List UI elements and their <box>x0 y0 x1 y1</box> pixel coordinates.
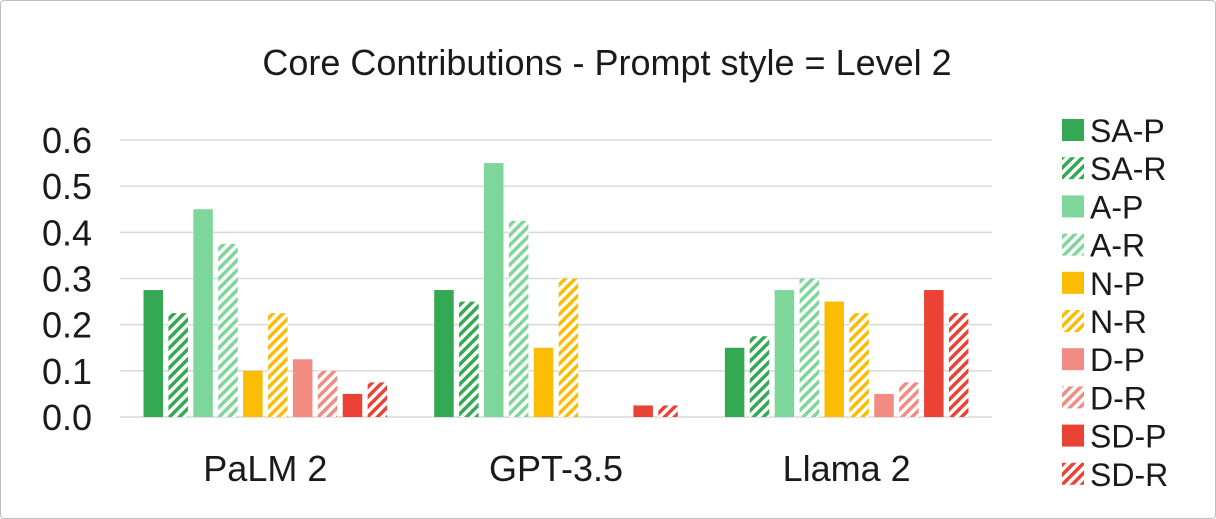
bar-gpt-3-5-sa-p <box>434 290 454 417</box>
x-axis-tick-labels: PaLM 2 GPT-3.5 Llama 2 <box>203 448 910 489</box>
bar-llama-2-sa-p <box>724 347 745 417</box>
legend-swatch <box>1062 195 1084 218</box>
bar-llama-2-sa-r <box>749 336 770 417</box>
bar-llama-2-n-p <box>824 301 844 417</box>
bar-gpt-3-5-n-p <box>533 347 554 417</box>
legend-item-sd-r: SD-R <box>1062 457 1168 493</box>
legend-swatch <box>1062 462 1084 485</box>
legend-swatch <box>1062 119 1084 141</box>
legend-item-a-p: A-P <box>1062 189 1143 225</box>
legend-item-d-r: D-R <box>1062 380 1147 416</box>
bar-palm-2-d-p <box>292 359 313 417</box>
legend-item-a-r: A-R <box>1062 228 1145 264</box>
y-tick-label: 0.1 <box>42 351 92 392</box>
legend-label: A-R <box>1090 228 1145 264</box>
y-tick-label: 0.5 <box>42 166 92 207</box>
gridlines <box>120 139 992 418</box>
bar-gpt-3-5-a-p <box>484 163 504 417</box>
bar-llama-2-a-p <box>774 290 795 417</box>
legend-item-n-r: N-R <box>1062 304 1147 340</box>
legend: SA-PSA-RA-PA-RN-PN-RD-PD-RSD-PSD-R <box>1062 113 1168 493</box>
bar-palm-2-n-r <box>268 313 288 417</box>
bar-llama-2-sd-r <box>948 313 969 417</box>
legend-swatch <box>1062 233 1084 256</box>
bar-palm-2-d-r <box>317 370 338 417</box>
bars <box>143 163 969 417</box>
bar-llama-2-n-r <box>849 313 869 417</box>
legend-label: SD-P <box>1090 419 1166 455</box>
bar-gpt-3-5-sa-r <box>459 301 479 417</box>
y-tick-label: 0.0 <box>42 397 92 438</box>
legend-label: SD-R <box>1090 457 1168 493</box>
y-tick-label: 0.3 <box>42 259 92 300</box>
x-tick-label: Llama 2 <box>783 448 911 489</box>
x-tick-label: GPT-3.5 <box>489 448 623 489</box>
y-tick-label: 0.6 <box>42 120 92 161</box>
bar-gpt-3-5-a-r <box>508 220 529 417</box>
y-tick-label: 0.2 <box>42 305 92 346</box>
bar-gpt-3-5-sd-r <box>658 405 678 417</box>
bar-llama-2-sd-p <box>924 290 944 417</box>
chart-title: Core Contributions - Prompt style = Leve… <box>262 42 951 83</box>
legend-item-sd-p: SD-P <box>1062 419 1166 455</box>
legend-swatch <box>1062 386 1084 409</box>
legend-swatch <box>1062 271 1084 294</box>
bar-llama-2-d-r <box>899 382 919 417</box>
bar-palm-2-a-r <box>218 243 238 417</box>
bar-palm-2-sa-p <box>143 290 164 417</box>
legend-label: SA-R <box>1090 151 1166 187</box>
bar-palm-2-sd-r <box>367 382 388 417</box>
legend-item-d-p: D-P <box>1062 342 1145 378</box>
bar-llama-2-a-r <box>799 278 820 417</box>
legend-item-n-p: N-P <box>1062 266 1145 302</box>
bar-palm-2-n-p <box>243 370 263 417</box>
legend-item-sa-r: SA-R <box>1062 151 1166 187</box>
legend-label: D-R <box>1090 380 1147 416</box>
x-tick-label: PaLM 2 <box>203 448 327 489</box>
bar-palm-2-sa-r <box>168 313 188 417</box>
bar-palm-2-a-p <box>193 209 213 417</box>
legend-swatch <box>1062 310 1084 332</box>
legend-label: N-R <box>1090 304 1147 340</box>
legend-label: D-P <box>1090 342 1145 378</box>
legend-label: A-P <box>1090 189 1143 225</box>
legend-swatch <box>1062 157 1084 180</box>
bar-gpt-3-5-sd-p <box>633 405 653 417</box>
bar-palm-2-sd-p <box>342 393 363 417</box>
y-axis-tick-labels: 0.0 0.1 0.2 0.3 0.4 0.5 0.6 <box>42 120 92 438</box>
legend-label: N-P <box>1090 266 1145 302</box>
legend-label: SA-P <box>1090 113 1165 149</box>
legend-swatch <box>1062 424 1084 447</box>
legend-item-sa-p: SA-P <box>1062 113 1165 149</box>
bar-llama-2-d-p <box>874 393 894 417</box>
legend-swatch <box>1062 348 1084 371</box>
y-tick-label: 0.4 <box>42 212 92 253</box>
bar-gpt-3-5-n-r <box>558 278 579 417</box>
